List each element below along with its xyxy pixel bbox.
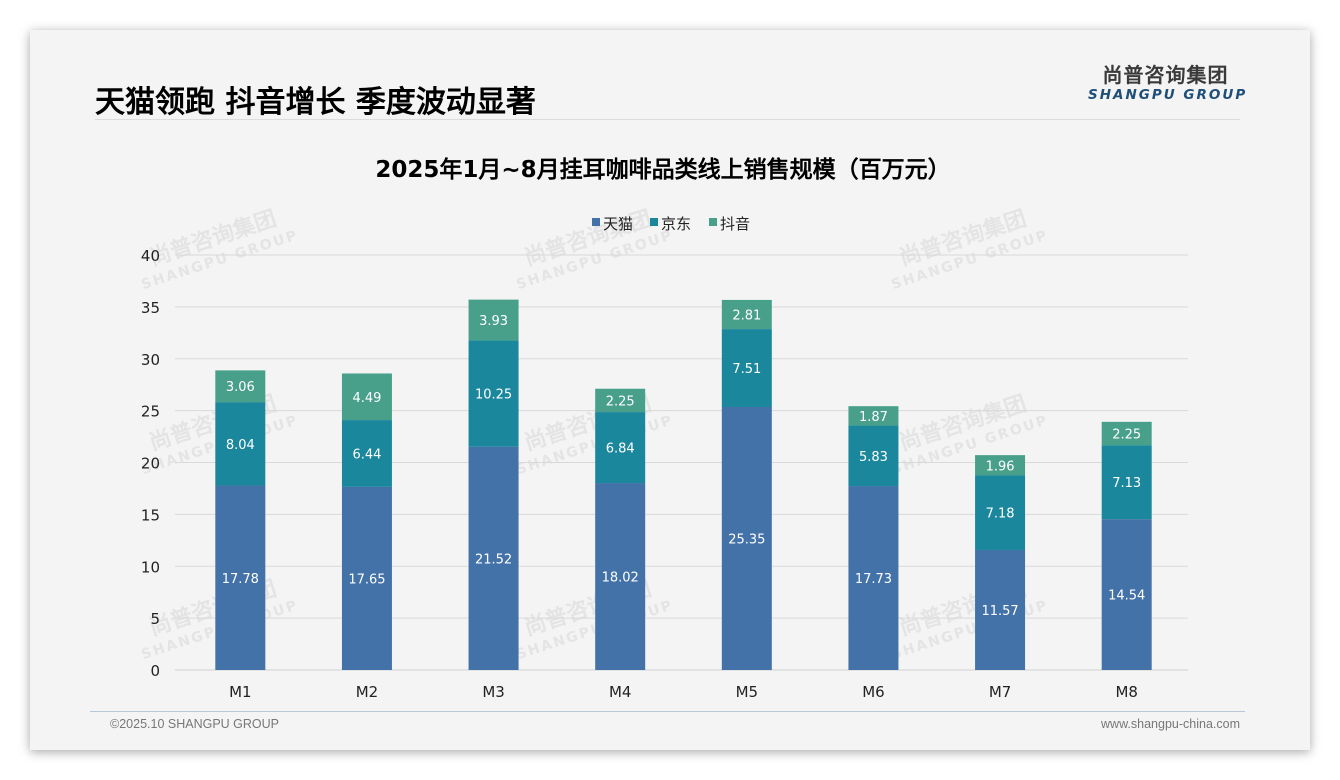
bar-segment xyxy=(975,475,1026,550)
data-label: 14.54 xyxy=(1108,589,1145,604)
footer-divider xyxy=(90,711,1245,712)
data-label: 18.02 xyxy=(602,571,639,586)
bar-segment xyxy=(341,420,392,487)
x-tick-label: M6 xyxy=(862,683,885,701)
page-title: 天猫领跑 抖音增长 季度波动显著 xyxy=(95,85,536,120)
x-tick-label: M8 xyxy=(1115,683,1138,701)
data-label: 17.78 xyxy=(222,572,259,587)
bars xyxy=(215,299,1152,670)
bar-segment xyxy=(468,299,519,341)
footer-website: www.shangpu-china.com xyxy=(1101,717,1240,731)
chart-title: 2025年1月~8月挂耳咖啡品类线上销售规模（百万元） xyxy=(375,156,950,183)
y-tick-label: 30 xyxy=(141,351,160,369)
legend-swatch xyxy=(709,218,717,226)
y-tick-label: 35 xyxy=(141,299,160,317)
bar-segment xyxy=(721,406,772,670)
x-tick-label: M7 xyxy=(989,683,1012,701)
data-label: 1.87 xyxy=(859,410,888,425)
bar-segment xyxy=(1101,519,1152,670)
data-labels: 17.78 8.04 3.06 17.65 6.44 4.49 21.52 10.25 3.93… xyxy=(222,309,1146,619)
bar-segment xyxy=(595,412,646,484)
legend-item: 京东 xyxy=(650,215,691,233)
y-tick-label: 15 xyxy=(141,506,160,524)
y-tick-label: 5 xyxy=(150,610,160,628)
company-logo: 尚普咨询集团 SHANGPU GROUP xyxy=(1088,63,1248,103)
x-tick-label: M4 xyxy=(609,683,632,701)
y-tick-label: 25 xyxy=(141,403,160,421)
bar-segment xyxy=(215,370,266,403)
legend-swatch xyxy=(650,218,658,226)
chart-legend: 天猫 京东 抖音 xyxy=(592,215,750,233)
data-label: 11.57 xyxy=(981,604,1018,619)
y-tick-label: 0 xyxy=(150,662,160,680)
bar-segment xyxy=(848,406,899,426)
footer-copyright: ©2025.10 SHANGPU GROUP xyxy=(110,717,279,731)
data-label: 4.49 xyxy=(352,391,381,406)
data-label: 17.65 xyxy=(348,572,385,587)
data-label: 5.83 xyxy=(859,450,888,465)
header-divider xyxy=(95,119,1240,120)
bar-segment xyxy=(595,483,646,670)
data-label: 17.73 xyxy=(855,572,892,587)
data-label: 7.13 xyxy=(1112,476,1141,491)
bar-segment xyxy=(341,486,392,670)
bar-segment xyxy=(848,425,899,487)
y-tick-label: 10 xyxy=(141,558,160,576)
bar-segment xyxy=(215,402,266,486)
bar-segment xyxy=(1101,445,1152,520)
logo-cn-text: 尚普咨询集团 xyxy=(1102,63,1229,87)
data-label: 25.35 xyxy=(728,532,765,547)
y-tick-label: 20 xyxy=(141,455,160,473)
bar-segment xyxy=(848,486,899,670)
y-tick-label: 40 xyxy=(141,247,160,265)
bar-segment xyxy=(468,446,519,670)
bar-segment xyxy=(975,455,1026,476)
data-label: 6.44 xyxy=(352,447,381,462)
legend-item: 抖音 xyxy=(709,215,750,233)
data-label: 2.25 xyxy=(606,394,635,409)
bar-segment xyxy=(468,340,519,447)
bar-segment xyxy=(721,299,772,330)
x-axis-ticks: M1 M2 M3 M4 M5 M6 M7 M8 xyxy=(229,683,1138,701)
x-tick-label: M3 xyxy=(482,683,505,701)
bar-segment xyxy=(595,388,646,413)
y-axis-ticks: 0 5 10 15 20 25 30 35 40 xyxy=(141,247,160,680)
data-label: 6.84 xyxy=(606,442,635,457)
bar-segment xyxy=(975,549,1026,670)
data-label: 2.81 xyxy=(732,309,761,324)
bar-segment xyxy=(1101,421,1152,446)
bar-segment xyxy=(215,485,266,670)
data-label: 7.18 xyxy=(986,507,1015,522)
legend-label: 天猫 xyxy=(603,215,633,233)
legend-label: 抖音 xyxy=(720,215,750,233)
data-label: 3.06 xyxy=(226,380,255,395)
x-tick-label: M1 xyxy=(229,683,252,701)
x-tick-label: M5 xyxy=(736,683,759,701)
x-tick-label: M2 xyxy=(356,683,379,701)
legend-swatch xyxy=(592,218,600,226)
data-label: 10.25 xyxy=(475,388,512,403)
logo-en-text: SHANGPU GROUP xyxy=(1088,87,1248,103)
bar-segment xyxy=(721,329,772,407)
legend-label: 京东 xyxy=(661,215,691,233)
data-label: 1.96 xyxy=(986,459,1015,474)
bar-segment xyxy=(341,373,392,421)
data-label: 21.52 xyxy=(475,552,512,567)
data-label: 3.93 xyxy=(479,314,508,329)
legend-item: 天猫 xyxy=(592,215,633,233)
data-label: 2.25 xyxy=(1112,428,1141,443)
data-label: 7.51 xyxy=(732,362,761,377)
data-label: 8.04 xyxy=(226,438,255,453)
